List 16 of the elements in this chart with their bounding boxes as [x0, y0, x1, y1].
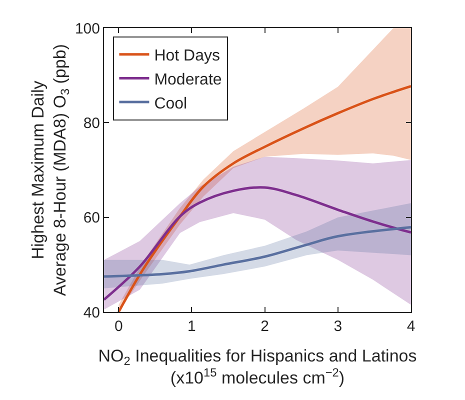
y-tick-label: 80: [83, 114, 100, 132]
line-series: [117, 84, 411, 312]
x-axis-title: NO$_{2}$ Inequalities for Hispanics and Latinos (x10$^{15}$ molecules cm$^{−2}$): [98, 346, 417, 388]
line-series: [104, 186, 411, 301]
x-tick-label: 1: [188, 318, 196, 335]
legend-label: Hot Days: [154, 48, 220, 65]
x-tick-label: 4: [406, 318, 416, 335]
y-tick-label: 40: [83, 304, 100, 322]
x-tick-label: 0: [114, 318, 123, 335]
legend-label: Moderate: [154, 71, 222, 88]
legend-label: Cool: [154, 95, 188, 112]
y-tick-label: 100: [74, 20, 100, 38]
y-tick-label: 60: [83, 210, 100, 227]
line-series: [104, 226, 411, 278]
x-tick-label: 2: [260, 318, 269, 335]
x-tick-label: 3: [334, 318, 342, 335]
